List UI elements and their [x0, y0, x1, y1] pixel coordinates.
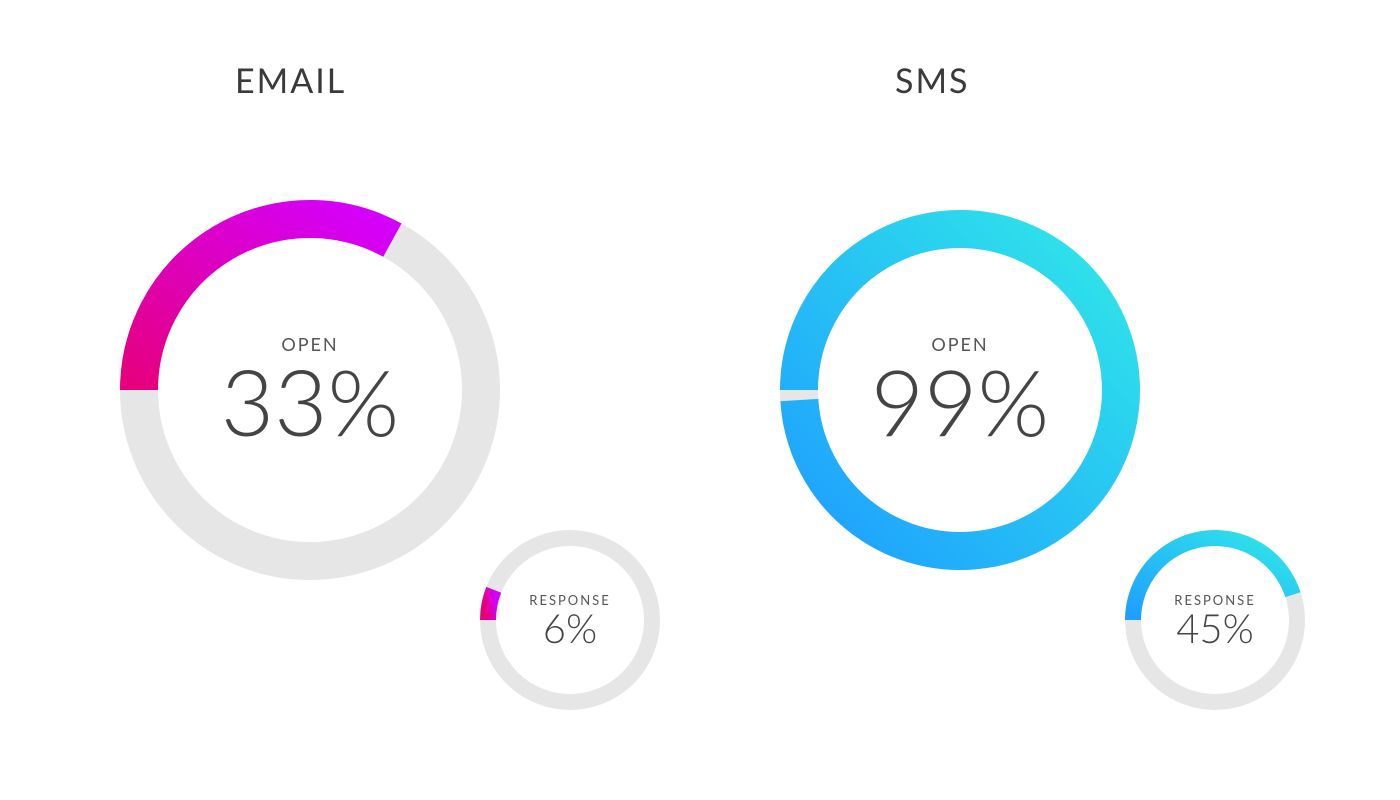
- email-heading: EMAIL: [235, 60, 346, 101]
- email-response-donut: RESPONSE 6%: [480, 530, 660, 710]
- email-open-donut: OPEN 33%: [120, 200, 500, 580]
- sms-open-donut: OPEN 99%: [780, 210, 1140, 570]
- sms-response-donut: RESPONSE 45%: [1125, 530, 1305, 710]
- sms-heading: SMS: [895, 60, 969, 101]
